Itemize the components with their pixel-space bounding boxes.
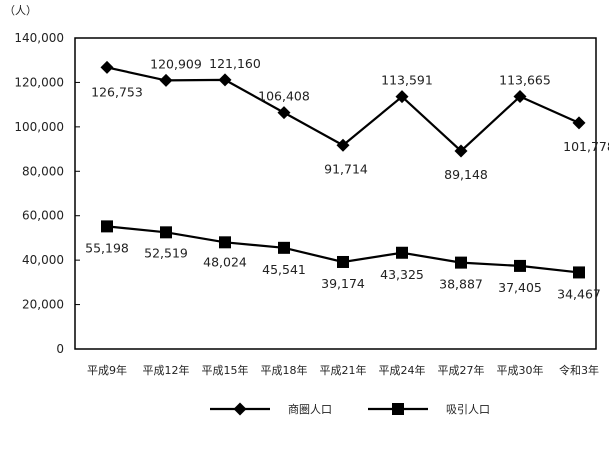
x-axis: 平成9年 平成12年 平成15年 平成18年 平成21年 平成24年 平成27年 平成30年 令… bbox=[87, 363, 599, 377]
data-label: 37,405 bbox=[498, 280, 542, 295]
data-point-diamond bbox=[277, 106, 291, 120]
data-label: 55,198 bbox=[85, 240, 129, 255]
data-point-square bbox=[160, 226, 172, 239]
x-tick-label: 平成24年 bbox=[379, 363, 426, 377]
data-label: 126,753 bbox=[91, 84, 143, 99]
data-point-square bbox=[101, 220, 113, 233]
y-tick-label: 120,000 bbox=[14, 75, 64, 89]
y-tick-label: 0 bbox=[56, 342, 64, 356]
data-point-square bbox=[396, 246, 408, 259]
y-tick-label: 100,000 bbox=[14, 120, 64, 134]
y-tick-label: 60,000 bbox=[22, 209, 64, 223]
data-point-square bbox=[573, 266, 585, 279]
legend-square-marker bbox=[392, 403, 404, 415]
legend-diamond-marker bbox=[233, 402, 247, 416]
y-tick-label: 40,000 bbox=[22, 253, 64, 267]
x-tick-label: 平成21年 bbox=[320, 363, 367, 377]
x-tick-label: 平成30年 bbox=[497, 363, 544, 377]
data-label: 106,408 bbox=[258, 89, 310, 104]
data-label: 39,174 bbox=[321, 276, 365, 291]
data-label: 89,148 bbox=[444, 167, 488, 182]
data-point-diamond bbox=[572, 116, 586, 130]
legend-label: 吸引人口 bbox=[446, 402, 490, 416]
y-tick-label: 80,000 bbox=[22, 164, 64, 178]
x-tick-label: 平成12年 bbox=[143, 363, 190, 377]
y-axis: 0 20,000 40,000 60,000 80,000 100,000 120,000 1… bbox=[14, 31, 80, 356]
data-point-diamond bbox=[159, 73, 173, 87]
legend: 商圏人口 吸引人口 bbox=[210, 402, 490, 416]
plot-frame bbox=[74, 37, 597, 350]
data-label: 38,887 bbox=[439, 277, 483, 292]
data-label: 91,714 bbox=[324, 161, 368, 176]
legend-label: 商圏人口 bbox=[288, 402, 332, 416]
data-label: 52,519 bbox=[144, 245, 188, 260]
data-point-square bbox=[337, 255, 349, 268]
y-tick-label: 20,000 bbox=[22, 298, 64, 312]
data-point-square bbox=[219, 236, 231, 249]
data-point-square bbox=[278, 241, 290, 254]
data-point-square bbox=[455, 256, 467, 269]
x-tick-label: 平成18年 bbox=[261, 363, 308, 377]
data-point-diamond bbox=[395, 90, 409, 104]
data-label: 45,541 bbox=[262, 262, 306, 277]
data-point-diamond bbox=[100, 60, 114, 74]
series-layer: 126,753 120,909 121,160 106,408 91,714 113,59… bbox=[85, 56, 609, 302]
data-label: 113,591 bbox=[381, 73, 433, 88]
x-tick-label: 平成27年 bbox=[438, 363, 485, 377]
data-label: 121,160 bbox=[209, 56, 261, 71]
data-label: 34,467 bbox=[557, 286, 601, 301]
data-label: 120,909 bbox=[150, 56, 202, 71]
data-point-square bbox=[514, 259, 526, 272]
x-tick-label: 令和3年 bbox=[559, 363, 599, 377]
data-point-diamond bbox=[513, 90, 527, 104]
data-label: 101,778 bbox=[563, 139, 609, 154]
x-tick-label: 平成15年 bbox=[202, 363, 249, 377]
data-point-diamond bbox=[336, 138, 350, 152]
y-unit-label: （人） bbox=[4, 4, 37, 17]
data-point-diamond bbox=[454, 144, 468, 158]
data-label: 113,665 bbox=[499, 73, 551, 88]
y-tick-label: 140,000 bbox=[14, 31, 64, 45]
data-label: 43,325 bbox=[380, 267, 424, 282]
x-tick-label: 平成9年 bbox=[87, 363, 127, 377]
data-label: 48,024 bbox=[203, 254, 247, 269]
data-point-diamond bbox=[218, 73, 232, 87]
